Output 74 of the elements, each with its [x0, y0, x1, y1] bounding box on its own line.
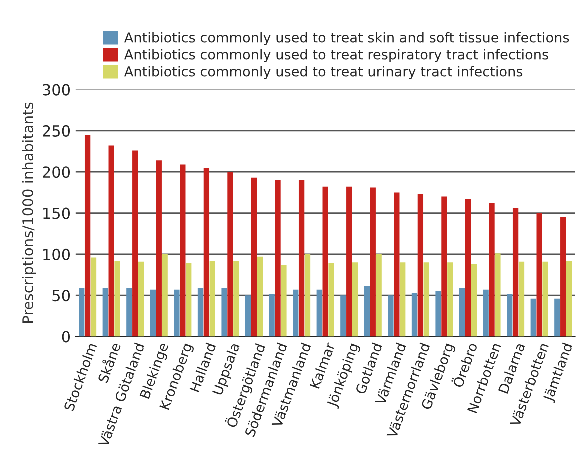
y-tick-label: 150	[44, 208, 70, 220]
bar	[483, 290, 489, 337]
bar	[328, 263, 334, 337]
bar	[560, 217, 566, 337]
bar	[394, 192, 400, 337]
bar	[257, 256, 264, 337]
bar	[281, 265, 287, 337]
bar	[436, 291, 442, 337]
bar	[150, 290, 156, 337]
bar	[90, 258, 97, 337]
bar	[198, 288, 204, 337]
legend-label: Antibiotics commonly used to treat urinary tract infections	[124, 66, 523, 80]
bar	[346, 186, 352, 337]
legend-label: Antibiotics commonly used to treat skin and soft tissue infections	[124, 32, 570, 46]
bar	[156, 160, 162, 337]
bar	[352, 262, 358, 337]
bar	[132, 150, 138, 337]
bar	[412, 293, 418, 337]
bar	[465, 199, 472, 337]
bar	[340, 296, 346, 337]
bar	[418, 194, 424, 337]
bar	[79, 288, 85, 337]
bar	[512, 208, 519, 337]
bar	[424, 262, 430, 337]
bar	[542, 262, 548, 337]
bar	[448, 262, 454, 337]
bar	[210, 261, 216, 337]
bar	[388, 296, 394, 337]
bar	[554, 298, 560, 337]
y-tick-label: 200	[43, 166, 70, 178]
y-tick-label: 0	[62, 331, 70, 343]
bar	[293, 290, 299, 337]
bar	[495, 254, 501, 337]
bar	[186, 263, 192, 337]
bar	[536, 213, 542, 337]
bar	[364, 286, 370, 337]
bar	[370, 188, 376, 337]
bar	[245, 296, 252, 337]
bar	[162, 254, 168, 337]
bar	[322, 186, 328, 337]
bar	[251, 178, 258, 337]
bar	[204, 168, 210, 337]
bar	[114, 261, 120, 337]
bar	[126, 288, 132, 337]
legend-label: Antibiotics commonly used to treat respiratory tract infections	[124, 49, 548, 62]
bar	[138, 262, 144, 337]
bar	[459, 288, 466, 337]
y-axis-title: Prescriptions/1000 inhabitants	[22, 102, 36, 323]
bar	[275, 180, 281, 337]
bar	[222, 288, 228, 337]
bar	[376, 254, 382, 337]
bar	[566, 261, 572, 337]
bar	[180, 164, 186, 337]
bar	[507, 294, 513, 337]
y-tick-label: 50	[52, 290, 70, 302]
bar	[298, 180, 305, 337]
y-tick-label: 300	[43, 84, 70, 96]
bar	[108, 146, 114, 337]
bar	[84, 135, 91, 337]
bar	[530, 298, 536, 337]
bar	[304, 254, 311, 337]
y-tick-label: 250	[43, 125, 70, 137]
y-tick-label: 100	[44, 248, 70, 260]
bar	[442, 196, 448, 337]
bar	[174, 290, 180, 337]
bar	[316, 290, 322, 337]
bar	[102, 288, 108, 337]
bar	[228, 172, 234, 337]
bar	[234, 261, 240, 337]
bar	[269, 294, 275, 337]
bar	[400, 262, 406, 337]
bar	[471, 264, 478, 337]
bar	[518, 262, 525, 337]
bar	[489, 203, 495, 337]
